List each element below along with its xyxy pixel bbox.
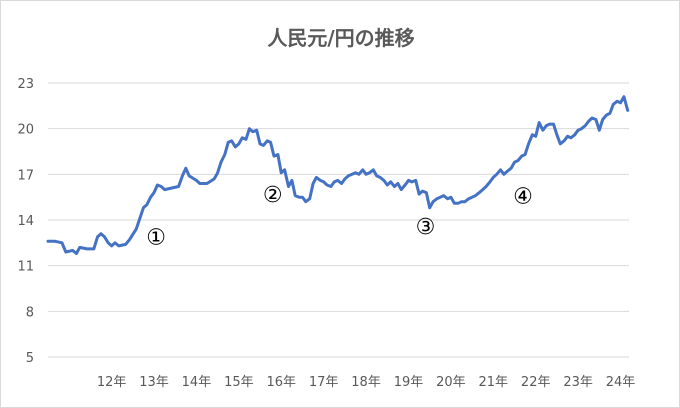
y-tick-label: 23 — [17, 77, 34, 92]
annotation-marker: ① — [146, 226, 166, 251]
y-tick-label: 17 — [17, 168, 34, 183]
x-tick-label: 23年 — [563, 375, 593, 390]
x-tick-label: 22年 — [521, 375, 551, 390]
chart-title: 人民元/円の推移 — [267, 26, 414, 50]
x-tick-label: 16年 — [266, 375, 296, 390]
y-tick-label: 8 — [26, 305, 34, 320]
y-tick-label: 5 — [26, 351, 34, 366]
x-tick-label: 13年 — [139, 375, 169, 390]
x-tick-label: 20年 — [436, 375, 466, 390]
series-layer — [46, 95, 630, 255]
x-tick-label: 17年 — [309, 375, 339, 390]
series-line — [46, 95, 630, 255]
x-tick-label: 18年 — [351, 375, 381, 390]
y-tick-label: 11 — [17, 260, 34, 275]
annotations: ① ② ③ ④ — [146, 183, 533, 251]
x-tick-label: 14年 — [182, 375, 212, 390]
y-tick-label: 14 — [17, 214, 34, 229]
annotation-marker: ② — [263, 183, 283, 208]
annotation-marker: ④ — [513, 185, 533, 210]
x-axis-ticks: 12年 13年 14年 15年 16年 17年 18年 19年 20年 21年 22年 23年 24年 — [97, 375, 635, 390]
y-axis-ticks: 5 8 11 14 17 20 23 — [17, 77, 34, 366]
x-tick-label: 24年 — [606, 375, 636, 390]
x-tick-label: 21年 — [479, 375, 509, 390]
x-tick-label: 15年 — [224, 375, 254, 390]
x-tick-label: 12年 — [97, 375, 127, 390]
grid-lines — [48, 82, 629, 358]
x-tick-label: 19年 — [394, 375, 424, 390]
annotation-marker: ③ — [416, 215, 436, 240]
y-tick-label: 20 — [17, 123, 34, 138]
